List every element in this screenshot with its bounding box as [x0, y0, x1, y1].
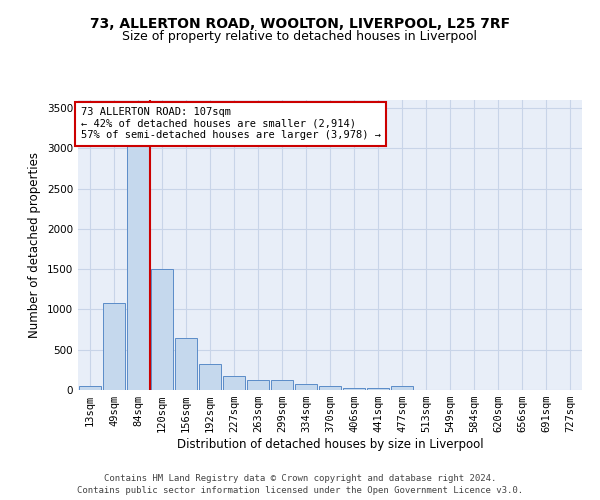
- Bar: [175, 338, 197, 390]
- Text: 73 ALLERTON ROAD: 107sqm
← 42% of detached houses are smaller (2,914)
57% of sem: 73 ALLERTON ROAD: 107sqm ← 42% of detach…: [80, 108, 380, 140]
- Bar: [127, 126, 149, 390]
- Bar: [295, 384, 317, 390]
- Text: 73, ALLERTON ROAD, WOOLTON, LIVERPOOL, L25 7RF: 73, ALLERTON ROAD, WOOLTON, LIVERPOOL, L…: [90, 18, 510, 32]
- Y-axis label: Number of detached properties: Number of detached properties: [28, 152, 41, 338]
- Bar: [319, 386, 341, 390]
- Bar: [79, 386, 101, 390]
- Bar: [343, 388, 365, 390]
- X-axis label: Distribution of detached houses by size in Liverpool: Distribution of detached houses by size …: [176, 438, 484, 451]
- Bar: [391, 386, 413, 390]
- Text: Size of property relative to detached houses in Liverpool: Size of property relative to detached ho…: [122, 30, 478, 43]
- Bar: [199, 364, 221, 390]
- Text: Contains HM Land Registry data © Crown copyright and database right 2024.
Contai: Contains HM Land Registry data © Crown c…: [77, 474, 523, 495]
- Bar: [247, 380, 269, 390]
- Bar: [367, 388, 389, 390]
- Bar: [103, 303, 125, 390]
- Bar: [223, 376, 245, 390]
- Bar: [271, 380, 293, 390]
- Bar: [151, 269, 173, 390]
